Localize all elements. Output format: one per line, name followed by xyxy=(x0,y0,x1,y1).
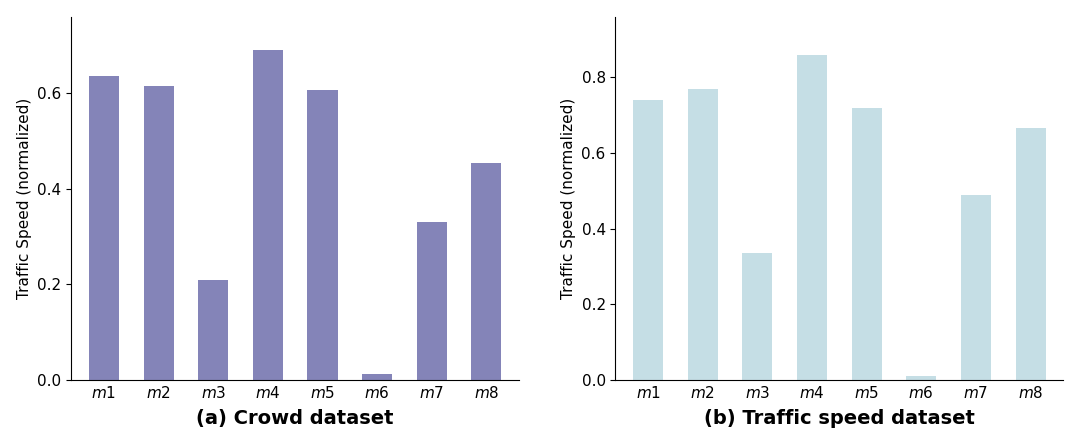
Bar xyxy=(797,55,827,380)
Y-axis label: Traffic Speed (normalized): Traffic Speed (normalized) xyxy=(16,98,31,299)
Bar xyxy=(633,100,663,380)
Bar xyxy=(1015,128,1045,380)
Bar xyxy=(253,50,283,380)
Bar xyxy=(906,376,936,380)
Bar xyxy=(362,374,392,380)
Bar xyxy=(471,162,501,380)
X-axis label: (a) Crowd dataset: (a) Crowd dataset xyxy=(197,409,394,429)
Bar xyxy=(144,86,174,380)
Bar xyxy=(417,222,447,380)
Bar xyxy=(308,90,338,380)
X-axis label: (b) Traffic speed dataset: (b) Traffic speed dataset xyxy=(704,409,975,429)
Bar xyxy=(852,108,881,380)
Bar xyxy=(199,280,228,380)
Y-axis label: Traffic Speed (normalized): Traffic Speed (normalized) xyxy=(561,98,576,299)
Bar xyxy=(961,194,991,380)
Bar xyxy=(89,77,119,380)
Bar xyxy=(688,89,718,380)
Bar xyxy=(742,253,772,380)
